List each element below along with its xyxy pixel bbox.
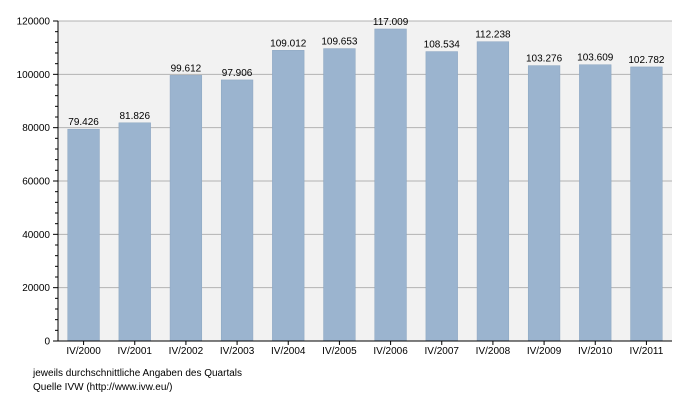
bar-value-label: 103.609 [577, 53, 614, 64]
bar-value-label: 108.534 [424, 40, 461, 51]
y-tick-label: 120000 [17, 17, 51, 28]
bar-value-label: 97.906 [222, 68, 253, 79]
x-tick-label: IV/2000 [66, 346, 101, 357]
x-tick-label: IV/2001 [118, 346, 153, 357]
bar [374, 28, 407, 342]
bar-value-label: 81.826 [119, 111, 150, 122]
bars [67, 28, 663, 342]
x-tick-label: IV/2009 [527, 346, 562, 357]
bar [67, 128, 100, 342]
bar-value-label: 99.612 [171, 63, 202, 74]
bar [476, 41, 510, 342]
x-tick-label: IV/2007 [425, 346, 460, 357]
bar [220, 79, 254, 342]
bar-value-label: 117.009 [373, 17, 409, 28]
y-tick-label: 80000 [22, 123, 50, 134]
bar-value-label: 103.276 [526, 54, 563, 65]
bar-value-label: 79.426 [68, 117, 99, 128]
bar-value-label: 109.653 [321, 37, 358, 48]
y-tick-label: 60000 [22, 177, 50, 188]
bar-value-label: 112.238 [475, 30, 511, 41]
bar [323, 48, 356, 342]
note-quarter-average: jeweils durchschnittliche Angaben des Qu… [33, 368, 243, 379]
y-tick-label: 20000 [22, 283, 50, 294]
x-tick-label: IV/2010 [578, 346, 613, 357]
y-tick-label: 40000 [22, 230, 50, 241]
x-tick-label: IV/2002 [169, 346, 204, 357]
x-tick-label: IV/2006 [373, 346, 408, 357]
bar [118, 122, 151, 342]
chart-notes: jeweils durchschnittliche Angaben des Qu… [33, 367, 242, 395]
bar [630, 66, 663, 342]
x-tick-label: IV/2008 [476, 346, 511, 357]
data-labels: 79.426 81.826 99.612 97.906 109.012 109.653 11… [68, 17, 665, 128]
axes: 0 20000 40000 60000 80000 100000 120000 IV/2000… [17, 17, 672, 357]
bar-value-label: 109.012 [270, 38, 307, 49]
bar [169, 75, 203, 342]
x-tick-label: IV/2004 [271, 346, 306, 357]
bar [272, 50, 305, 342]
bar [579, 64, 612, 342]
bar-value-label: 102.782 [628, 55, 665, 66]
x-tick-label: IV/2003 [220, 346, 255, 357]
y-tick-label: 100000 [17, 70, 51, 81]
x-tick-label: IV/2011 [630, 346, 664, 357]
note-source: Quelle IVW (http://www.ivw.eu/) [33, 382, 173, 393]
y-tick-label: 0 [44, 337, 50, 348]
x-tick-label: IV/2005 [322, 346, 357, 357]
bar [527, 65, 561, 342]
bar [425, 51, 458, 342]
